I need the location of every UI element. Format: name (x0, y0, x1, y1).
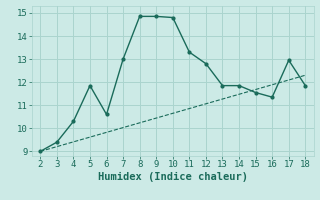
X-axis label: Humidex (Indice chaleur): Humidex (Indice chaleur) (98, 172, 248, 182)
